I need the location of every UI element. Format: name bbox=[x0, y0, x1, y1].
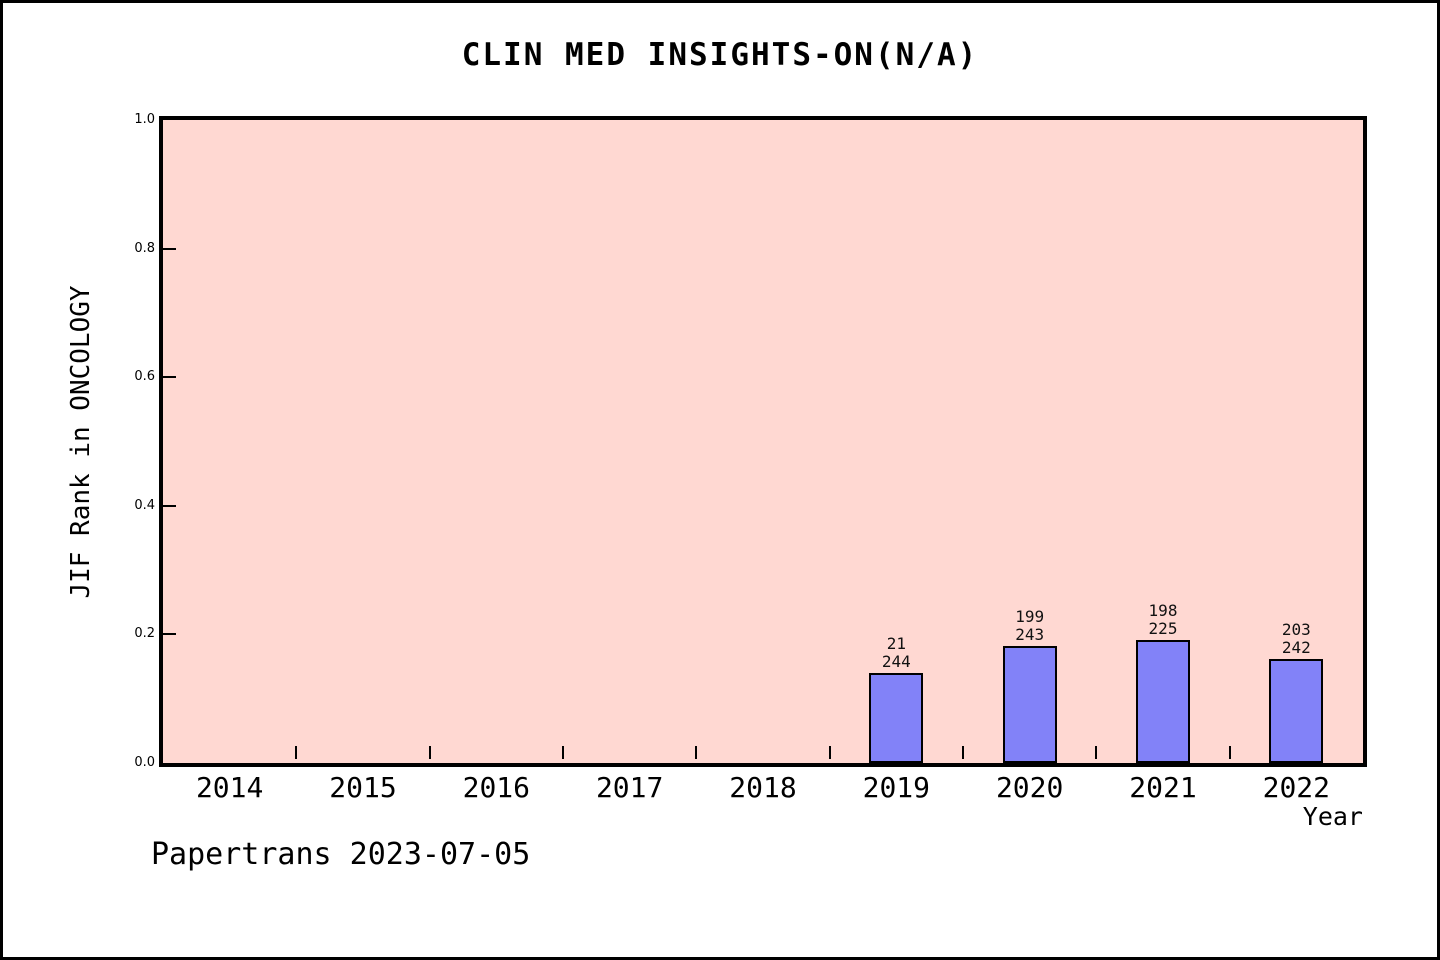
x-tick-label: 2015 bbox=[329, 771, 397, 804]
bar-value-line: 225 bbox=[1148, 619, 1178, 638]
bar-value-line: 198 bbox=[1148, 601, 1178, 620]
bar-value-line: 242 bbox=[1281, 638, 1311, 657]
bar-2022 bbox=[1269, 659, 1324, 763]
x-tick-mark bbox=[1095, 746, 1098, 759]
x-tick-label: 2017 bbox=[595, 771, 664, 804]
x-tick-mark bbox=[428, 746, 431, 759]
bar-value-label: 203 242 bbox=[1226, 621, 1366, 657]
y-tick-mark bbox=[163, 504, 176, 507]
y-tick-label: 0.6 bbox=[134, 369, 155, 385]
y-axis-label: JIF Rank in ONCOLOGY bbox=[66, 285, 96, 599]
x-tick-mark bbox=[962, 746, 964, 759]
x-tick-mark bbox=[295, 746, 298, 759]
x-tick-label: 2020 bbox=[995, 771, 1064, 804]
y-tick-label: 0.4 bbox=[134, 497, 155, 513]
bar-2020 bbox=[1002, 646, 1057, 763]
x-tick-mark bbox=[828, 746, 831, 759]
bar-value-label: 199 243 bbox=[960, 608, 1100, 644]
x-tick-label: 2019 bbox=[862, 771, 931, 804]
bar-value-line: 21 bbox=[886, 634, 906, 653]
x-axis-label: Year bbox=[1302, 802, 1363, 831]
y-tick-mark bbox=[163, 633, 176, 636]
bar-value-label: 198 225 bbox=[1093, 602, 1233, 638]
x-tick-label: 2014 bbox=[195, 771, 264, 804]
bar-value-label: 21 244 bbox=[826, 635, 966, 671]
x-tick-mark bbox=[695, 746, 698, 759]
y-tick-mark bbox=[163, 376, 176, 379]
y-tick-label: 1.0 bbox=[134, 112, 155, 127]
x-tick-label: 2016 bbox=[462, 771, 531, 804]
y-tick-label: 0.0 bbox=[134, 755, 155, 770]
bar-value-line: 244 bbox=[881, 652, 911, 671]
bar-value-line: 203 bbox=[1281, 620, 1311, 639]
bar-value-line: 243 bbox=[1015, 625, 1045, 644]
x-tick-label: 2021 bbox=[1129, 771, 1197, 804]
y-tick-label: 0.2 bbox=[134, 626, 155, 642]
bar-value-line: 199 bbox=[1015, 607, 1045, 626]
watermark-text: Papertrans 2023-07-05 bbox=[151, 837, 531, 872]
y-tick-label: 0.8 bbox=[134, 240, 155, 256]
y-tick-mark bbox=[163, 247, 176, 250]
bar-2021 bbox=[1136, 640, 1190, 763]
x-tick-mark bbox=[562, 746, 564, 759]
x-tick-label: 2022 bbox=[1262, 771, 1331, 804]
chart-title: CLIN MED INSIGHTS-ON(N/A) bbox=[461, 37, 979, 73]
x-tick-label: 2018 bbox=[729, 771, 797, 804]
bar-2019 bbox=[869, 673, 924, 763]
x-tick-mark bbox=[1228, 746, 1231, 759]
